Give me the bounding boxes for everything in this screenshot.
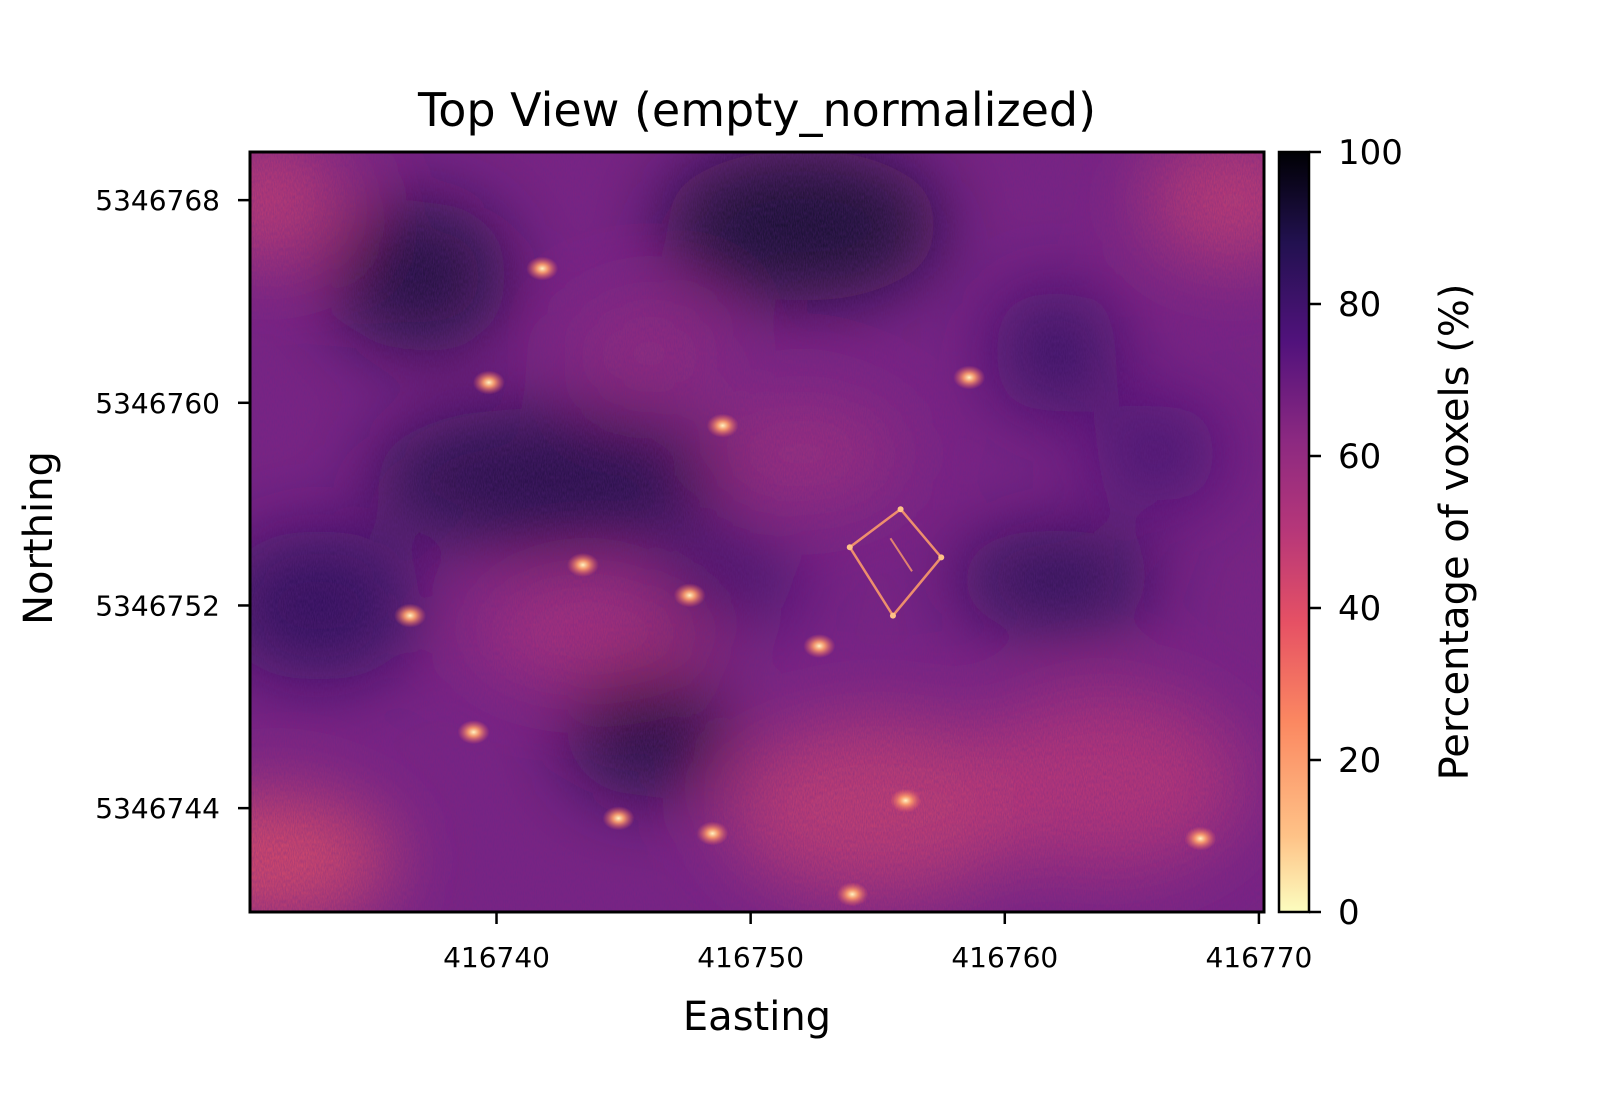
object-corner: [846, 544, 853, 551]
heatmap-texture: [250, 152, 1264, 912]
heatmap-hotspot: [526, 256, 559, 281]
heatmap-hotspot: [1184, 826, 1217, 851]
y-tick-label: 5346744: [95, 792, 220, 825]
heatmap-hotspot: [803, 634, 836, 658]
colorbar-tick-label: 0: [1338, 893, 1360, 933]
y-tick-label: 5346768: [95, 184, 220, 217]
heatmap-hotspots: [394, 256, 1217, 907]
y-axis-label: Northing: [16, 451, 62, 625]
x-axis: 416740 416750 416760 416770: [443, 912, 1312, 974]
object-corner: [889, 612, 896, 619]
colorbar-tick-label: 60: [1338, 437, 1381, 477]
x-tick-label: 416760: [951, 941, 1058, 974]
x-axis-label: Easting: [683, 994, 831, 1040]
colorbar: 0 20 40 60 80 100 Percentage of voxels (%): [1277, 133, 1478, 933]
y-tick-label: 5346760: [95, 387, 220, 420]
object-outline-inner: [889, 537, 913, 572]
heatmap-hotspot: [394, 603, 427, 628]
colorbar-ticks: 0 20 40 60 80 100: [1309, 133, 1403, 933]
x-tick-label: 416750: [697, 941, 804, 974]
colorbar-label: Percentage of voxels (%): [1432, 284, 1478, 781]
object-corner: [938, 554, 945, 561]
chart-title: Top View (empty_normalized): [417, 83, 1096, 137]
colorbar-tick-label: 40: [1338, 589, 1381, 629]
x-tick-label: 416770: [1205, 941, 1312, 974]
colorbar-tick-label: 80: [1338, 285, 1381, 325]
y-axis: 5346768 5346760 5346752 5346744: [95, 184, 250, 825]
heatmap-hotspot: [472, 370, 505, 395]
object-corner: [897, 506, 904, 513]
y-tick-label: 5346752: [95, 589, 220, 622]
heatmap-hotspot: [953, 365, 986, 390]
heatmap-hotspot: [836, 882, 869, 907]
colorbar-tick-label: 20: [1338, 741, 1381, 781]
heatmap-outline: [846, 506, 945, 619]
x-tick-label: 416740: [443, 941, 550, 974]
heatmap-hotspot: [889, 788, 922, 813]
colorbar-tick-label: 100: [1338, 133, 1403, 173]
plot-frame: [248, 150, 1266, 914]
heatmap-hotspot: [602, 806, 635, 831]
heatmap-hotspot: [566, 552, 599, 577]
heatmap-hotspot: [457, 720, 490, 745]
heatmap-hotspot: [696, 821, 729, 846]
heatmap: [250, 152, 1264, 912]
colorbar-gradient: [1277, 150, 1311, 914]
heatmap-hotspot: [673, 583, 706, 608]
heatmap-hotspot: [706, 413, 739, 438]
